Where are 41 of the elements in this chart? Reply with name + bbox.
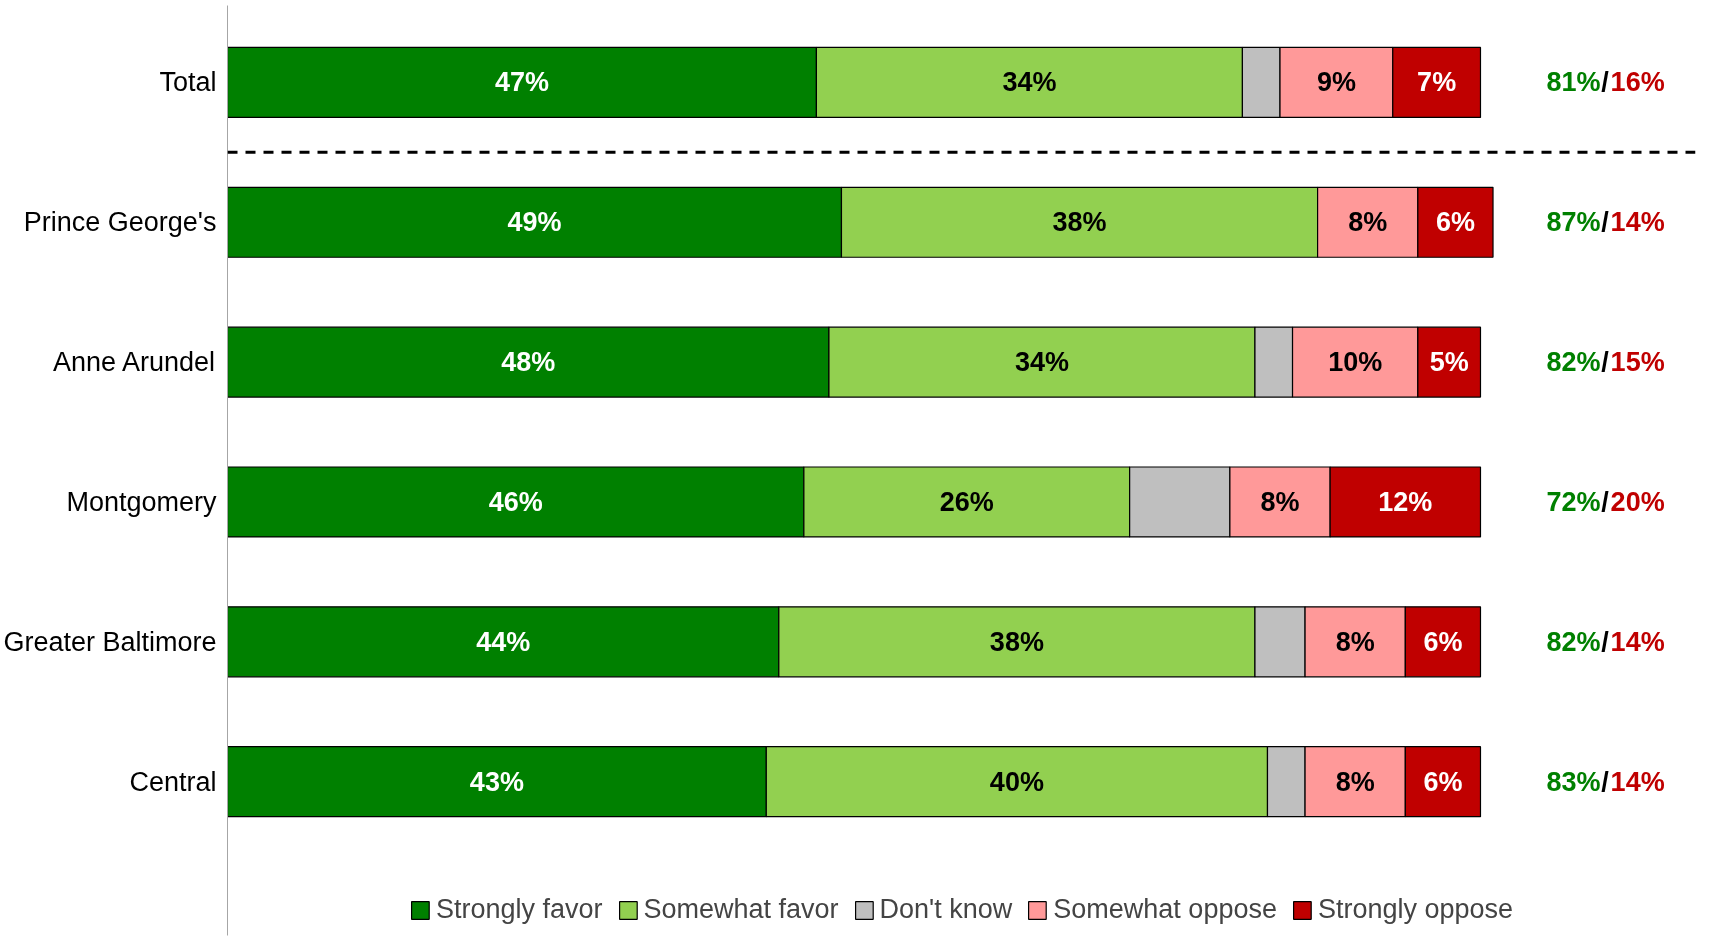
legend-label: Somewhat oppose [1053,894,1277,925]
y-tick-label: Montgomery [66,486,217,517]
data-label: 38% [1052,207,1107,238]
data-label: 34% [1014,347,1069,378]
data-label: 26% [939,486,994,517]
data-label: 8% [1260,486,1300,517]
y-tick-label: Anne Arundel [52,347,216,378]
y-tick-label: Prince George's [23,207,217,238]
legend-label: Somewhat favor [643,894,839,925]
data-label: 12% [1378,486,1433,517]
data-label: 9% [1316,67,1356,98]
legend-label: Strongly favor [435,894,603,925]
total-label: 82%/15% [1546,347,1665,378]
data-label: 49% [507,207,562,238]
total-label: 81%/16% [1546,67,1665,98]
y-tick-label: Central [129,766,217,797]
data-label: 6% [1435,207,1475,238]
data-label: 46% [488,486,543,517]
data-label: 6% [1423,626,1463,657]
data-label: 7% [1417,67,1457,98]
data-label: 40% [989,766,1044,797]
total-label: 82%/14% [1546,626,1665,657]
data-label: 44% [476,626,531,657]
legend-label: Strongly oppose [1317,894,1514,925]
data-label: 43% [469,766,524,797]
data-label: 34% [1002,67,1057,98]
data-label: 8% [1335,766,1375,797]
legend-label: Don't know [879,894,1013,925]
data-label: 38% [989,626,1044,657]
data-label: 6% [1423,766,1463,797]
total-label: 87%/14% [1546,207,1665,238]
data-label: 8% [1348,207,1388,238]
data-label: 5% [1429,347,1469,378]
data-label: 47% [494,67,549,98]
data-label: 48% [501,347,556,378]
total-label: 83%/14% [1546,766,1665,797]
y-tick-label: Greater Baltimore [3,626,217,657]
data-label: 8% [1335,626,1375,657]
total-label: 72%/20% [1546,486,1665,517]
y-tick-label: Total [159,67,217,98]
data-label: 10% [1328,347,1383,378]
